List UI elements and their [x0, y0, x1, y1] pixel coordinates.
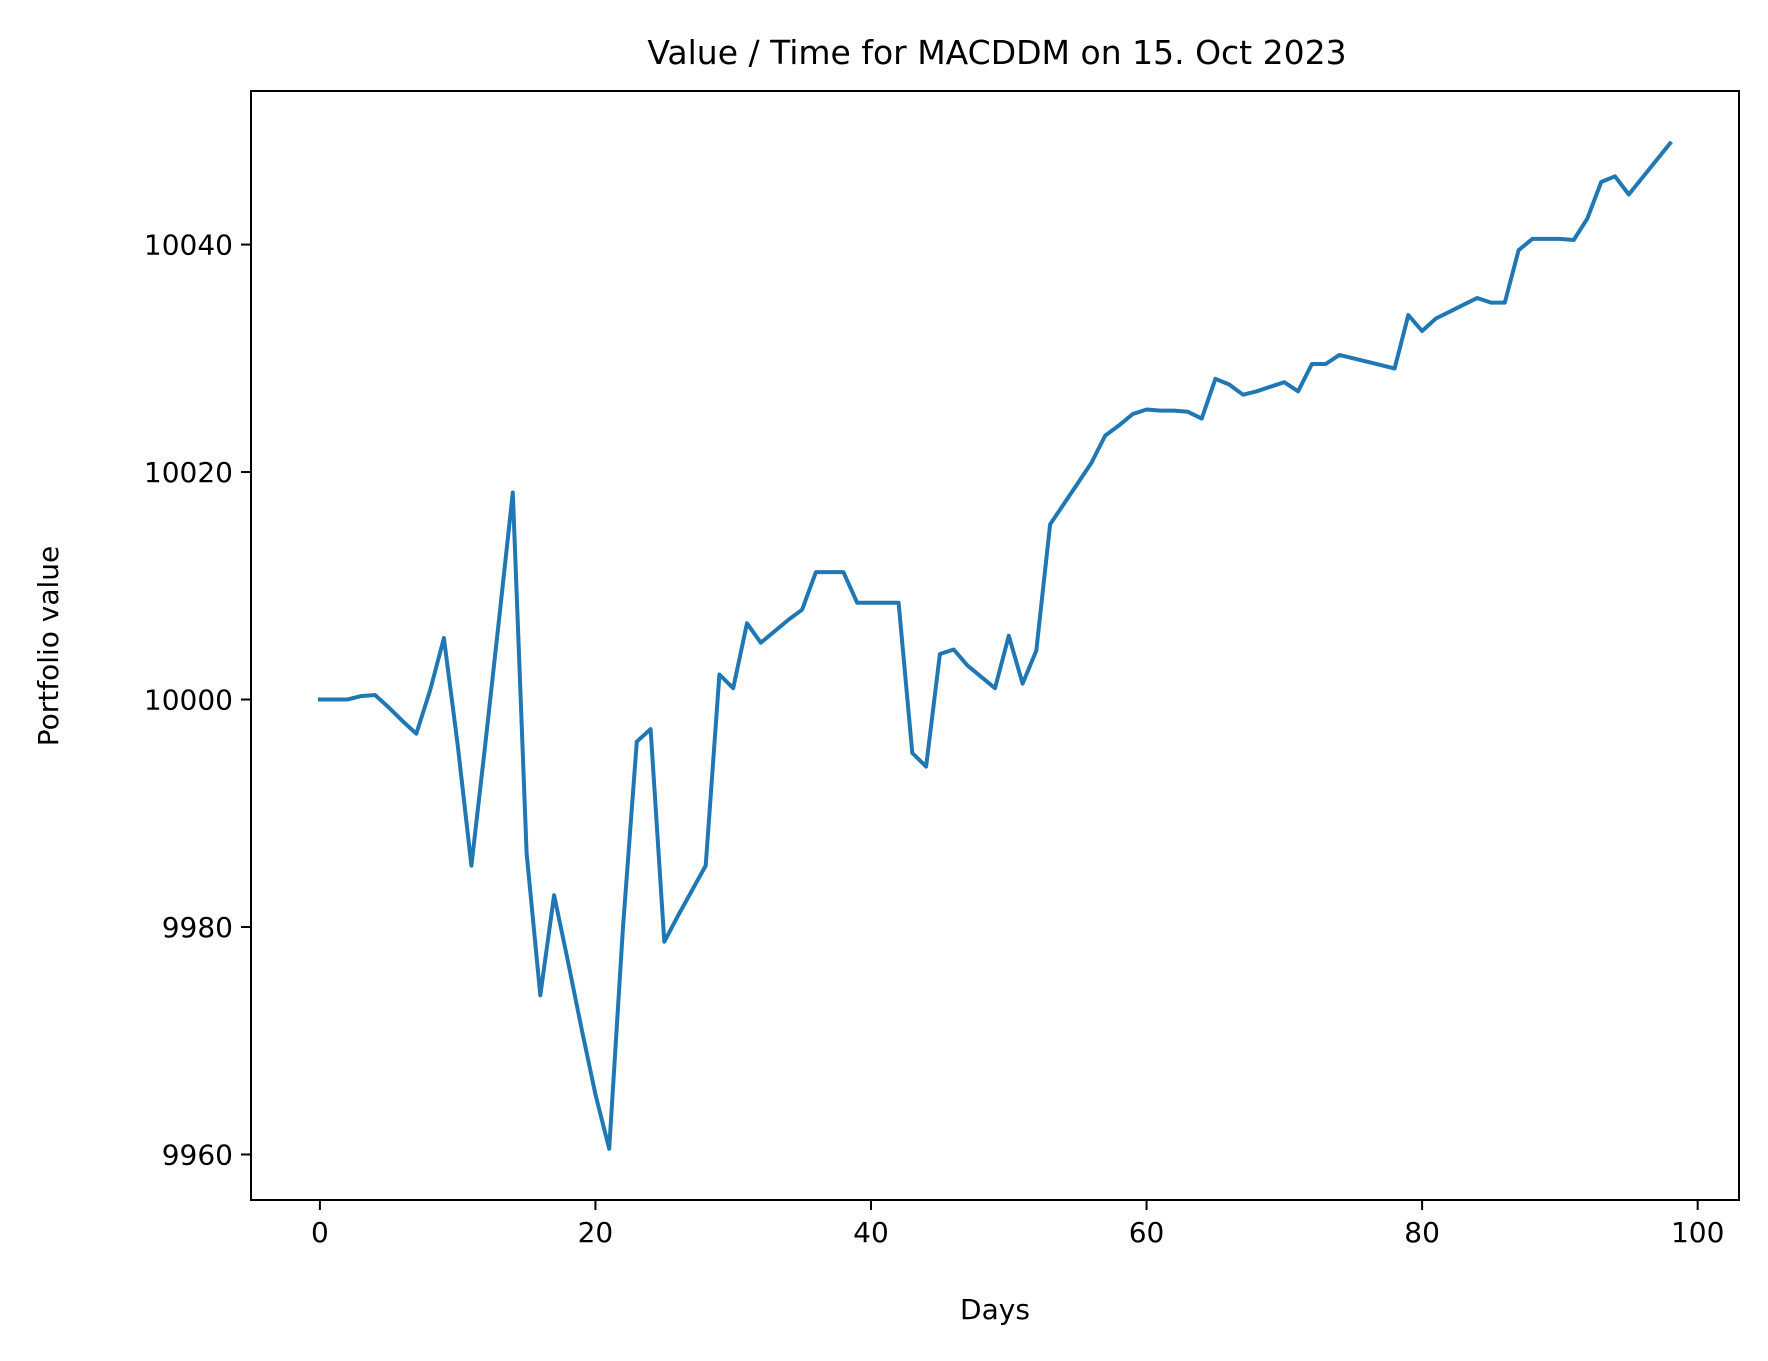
plot-area [317, 140, 1673, 1151]
y-tick-label: 10020 [144, 456, 233, 489]
y-tick-label: 9960 [162, 1139, 233, 1172]
y-tick-label: 10040 [144, 229, 233, 262]
x-tick-label: 0 [311, 1216, 329, 1249]
y-tick-label: 10000 [144, 684, 233, 717]
x-axis-label: Days [960, 1293, 1030, 1326]
y-axis-label: Portfolio value [32, 546, 65, 747]
y-tick-label: 9980 [162, 911, 233, 944]
x-tick-label: 100 [1671, 1216, 1724, 1249]
chart-title: Value / Time for MACDDM on 15. Oct 2023 [647, 33, 1346, 72]
axes-frame [250, 90, 1740, 1201]
x-tick-label: 60 [1129, 1216, 1165, 1249]
x-axis: 0 20 40 60 80 100 [311, 1200, 1724, 1249]
x-tick-label: 40 [853, 1216, 889, 1249]
x-tick-label: 20 [578, 1216, 614, 1249]
x-tick-label: 80 [1404, 1216, 1440, 1249]
series-line-portfolio-value [317, 140, 1673, 1151]
y-axis: 9960 9980 10000 10020 10040 [144, 229, 251, 1172]
